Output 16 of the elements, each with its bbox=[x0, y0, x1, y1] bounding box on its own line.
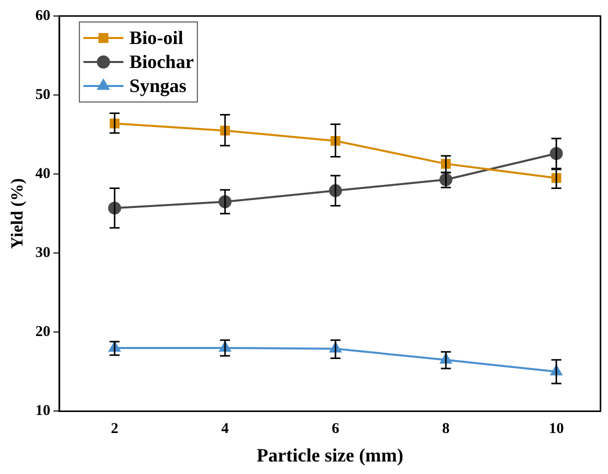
legend-label: Syngas bbox=[129, 76, 186, 97]
x-tick-label: 6 bbox=[332, 421, 340, 438]
y-tick-label: 30 bbox=[35, 244, 50, 261]
x-tick-label: 10 bbox=[548, 421, 564, 438]
legend-label: Biochar bbox=[129, 52, 194, 73]
y-axis-title: Yield (%) bbox=[8, 178, 27, 249]
y-tick-label: 40 bbox=[35, 166, 50, 182]
y-tick-label: 60 bbox=[35, 8, 50, 24]
y-tick-label: 10 bbox=[35, 403, 50, 420]
x-tick-label: 4 bbox=[221, 421, 230, 438]
x-axis-title: Particle size (mm) bbox=[256, 446, 404, 467]
x-tick-label: 2 bbox=[110, 421, 118, 438]
legend-label: Bio-oil bbox=[129, 28, 184, 49]
y-tick-label: 50 bbox=[35, 86, 50, 103]
x-tick-label: 8 bbox=[442, 421, 450, 438]
y-tick-label: 20 bbox=[35, 324, 50, 340]
